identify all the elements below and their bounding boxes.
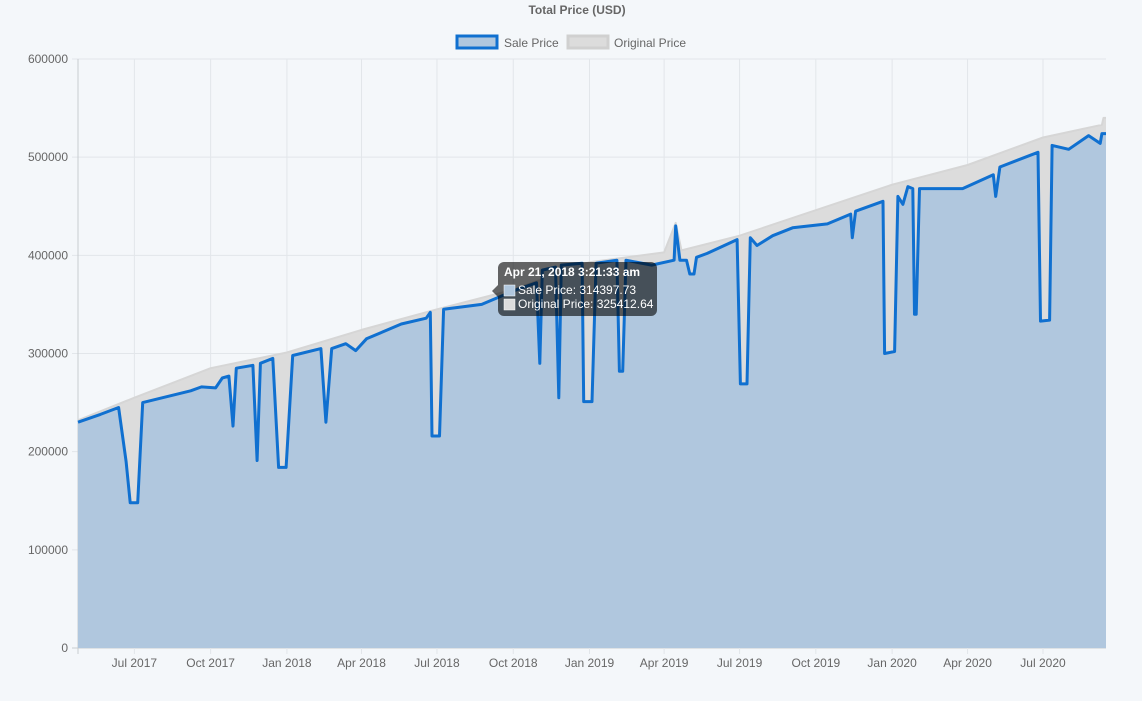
x-tick-label: Jul 2019 (717, 656, 763, 670)
x-tick-label: Apr 2019 (640, 656, 689, 670)
x-tick-label: Oct 2018 (489, 656, 538, 670)
x-tick-label: Oct 2019 (791, 656, 840, 670)
tooltip-caret (492, 285, 498, 297)
y-tick-label: 100000 (28, 543, 68, 557)
tooltip-swatch-original (503, 298, 516, 311)
y-tick-label: 500000 (28, 150, 68, 164)
sale-price-area (78, 133, 1106, 649)
legend-item-original-price[interactable]: Original Price (566, 34, 686, 50)
legend-label-original-price: Original Price (614, 36, 686, 50)
x-tick-label: Jan 2019 (565, 656, 615, 670)
y-tick-label: 600000 (28, 52, 68, 66)
legend-swatch-original-price (566, 34, 610, 50)
x-tick-label: Apr 2020 (943, 656, 992, 670)
y-tick-label: 400000 (28, 248, 68, 262)
x-tick-label: Jan 2018 (262, 656, 312, 670)
tooltip-title: Apr 21, 2018 3:21:33 am (504, 265, 640, 279)
tooltip-sale-price: Sale Price: 314397.73 (518, 283, 636, 297)
x-tick-label: Apr 2018 (337, 656, 386, 670)
y-tick-label: 200000 (28, 445, 68, 459)
x-tick-label: Jan 2020 (867, 656, 917, 670)
x-tick-label: Jul 2017 (112, 656, 158, 670)
x-tick-label: Oct 2017 (186, 656, 235, 670)
tooltip-original-price: Original Price: 325412.64 (518, 297, 654, 311)
legend-swatch-sale-price (455, 34, 499, 50)
legend-item-sale-price[interactable]: Sale Price (455, 34, 559, 50)
tooltip-box (498, 262, 657, 316)
x-tick-label: Jul 2020 (1020, 656, 1066, 670)
plot-area (77, 116, 1106, 649)
tooltip: Apr 21, 2018 3:21:33 am Sale Price: 3143… (492, 262, 657, 316)
legend-label-sale-price: Sale Price (504, 36, 559, 50)
legend[interactable]: Sale Price Original Price (455, 34, 686, 50)
tooltip-swatch-sale (503, 284, 516, 297)
y-tick-label: 300000 (28, 347, 68, 361)
axes: 0 100000 200000 300000 400000 500000 600000 Jul… (28, 52, 1066, 670)
y-tick-label: 0 (61, 641, 68, 655)
original-price-line (77, 116, 1106, 422)
x-tick-label: Jul 2018 (414, 656, 460, 670)
chart-title: Total Price (USD) (528, 3, 625, 17)
